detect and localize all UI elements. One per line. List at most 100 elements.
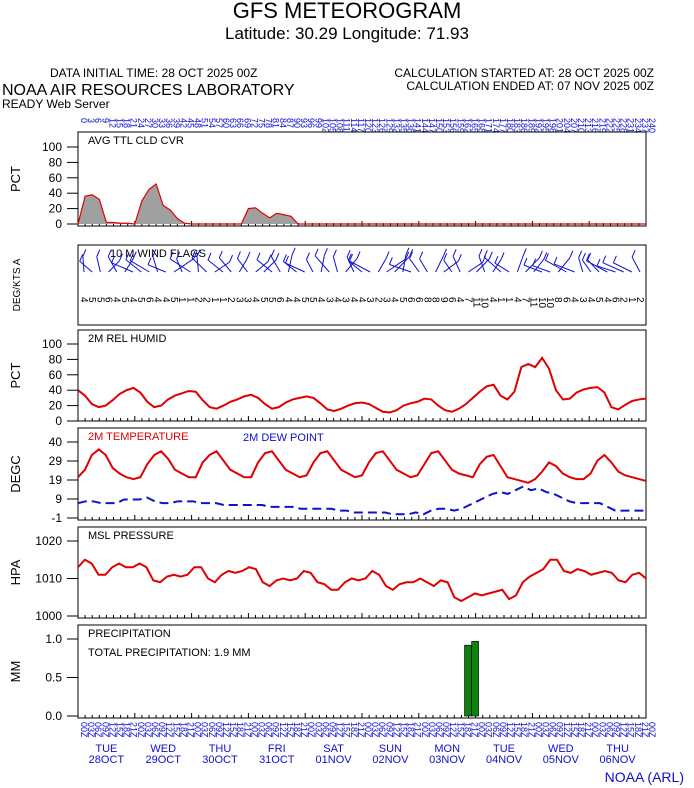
day-of-week-label: WED — [150, 743, 176, 755]
panel-title-dewpoint: 2M DEW POINT — [243, 432, 324, 444]
bottom-hour-label: 12Z — [505, 722, 515, 738]
top-hour-label: 204 — [562, 118, 572, 133]
panel-ylabel: HPA — [8, 559, 23, 585]
bottom-hour-label: 06Z — [548, 722, 558, 738]
wind-speed-label: 3 — [233, 297, 244, 303]
top-hour-label: 159 — [455, 118, 465, 133]
total-precip-label: TOTAL PRECIPITATION: 1.9 MM — [88, 647, 251, 659]
bottom-hour-label: 21Z — [129, 722, 139, 738]
top-hour-label: 108 — [335, 118, 345, 133]
top-hour-label: 156 — [448, 118, 458, 133]
top-hour-label: 66 — [235, 118, 245, 128]
wind-speed-label: 5 — [266, 297, 277, 303]
bottom-hour-label: 09Z — [612, 722, 622, 738]
top-hour-label: 138 — [406, 118, 416, 133]
wind-speed-label: 5 — [135, 297, 146, 303]
top-hour-label: 63 — [228, 118, 238, 128]
bottom-hour-label: 09Z — [555, 722, 565, 738]
wind-barb-flag — [82, 249, 87, 257]
top-hour-label: 231 — [626, 118, 636, 133]
wind-barb-flag — [332, 249, 337, 257]
wind-speed-label: 11 — [528, 297, 539, 308]
top-hour-label: 33 — [157, 118, 167, 128]
wind-barb — [533, 259, 545, 273]
panel-title: 2M TEMPERATURE — [88, 431, 188, 443]
wind-barb-flag — [612, 255, 617, 263]
org-name: NOAA AIR RESOURCES LABORATORY — [2, 82, 295, 99]
panel-ylabel: PCT — [8, 362, 23, 388]
wind-barb-flag — [132, 251, 137, 259]
day-date-label: 03NOV — [429, 754, 466, 766]
bottom-hour-label: 18Z — [122, 722, 132, 738]
panel-ylabel: MM — [8, 661, 23, 683]
bottom-hour-label: 09Z — [157, 722, 167, 738]
top-hour-label: 237 — [640, 118, 650, 133]
day-of-week-label: THU — [606, 743, 629, 755]
bottom-hour-label: 15Z — [455, 722, 465, 738]
wind-barb-flag — [587, 252, 592, 261]
wind-speed-label: 6 — [143, 297, 154, 303]
wind-barb — [478, 255, 486, 273]
wind-barb — [255, 261, 269, 273]
bottom-hour-label: 03Z — [257, 722, 267, 738]
wind-speed-label: 4 — [78, 297, 89, 303]
y-tick-label: 100 — [42, 337, 62, 351]
wind-speed-label: 4 — [511, 297, 522, 303]
top-hour-label: 210 — [576, 118, 586, 133]
top-hour-label: 126 — [377, 118, 387, 133]
top-hour-label: 72 — [249, 118, 259, 128]
bottom-hour-label: 03Z — [200, 722, 210, 738]
wind-barb — [468, 262, 483, 273]
wind-barb-flag — [236, 251, 241, 259]
wind-barb-flag — [581, 252, 586, 261]
wind-barb-flag — [349, 253, 354, 262]
y-tick-label: 0 — [55, 217, 62, 231]
bottom-hour-label: 00Z — [363, 722, 373, 738]
bottom-hour-label: 00Z — [590, 722, 600, 738]
top-hour-label: 141 — [413, 118, 423, 133]
top-hour-label: 45 — [186, 118, 196, 128]
top-hour-label: 150 — [434, 118, 444, 133]
wind-barb — [532, 265, 551, 273]
top-hour-label: 99 — [313, 118, 323, 128]
top-hour-label: 207 — [569, 118, 579, 133]
bottom-hour-label: 00Z — [477, 722, 487, 738]
wind-speed-label: 1 — [184, 297, 195, 303]
wind-barb-flag — [500, 252, 505, 260]
wind-barb-flag — [405, 251, 410, 260]
top-hour-label: 15 — [115, 118, 125, 128]
y-tick-label: 60 — [49, 368, 63, 382]
wind-barb — [452, 256, 461, 273]
wind-speed-label: 1 — [503, 297, 514, 303]
wind-barb-flag — [452, 249, 457, 257]
y-tick-label: 1000 — [35, 609, 62, 623]
wind-barb-flag — [193, 251, 198, 259]
wind-barb — [476, 258, 490, 273]
top-hour-label: 84 — [278, 118, 288, 128]
wind-barb — [332, 256, 338, 273]
y-tick-label: 40 — [49, 383, 63, 397]
wind-barb-flag — [443, 248, 447, 257]
top-hour-label: 51 — [200, 118, 210, 128]
wind-barb-flag — [291, 247, 296, 256]
footer-credit: NOAA (ARL) — [604, 769, 684, 785]
top-hour-label: 132 — [391, 118, 401, 133]
bottom-hour-label: 09Z — [498, 722, 508, 738]
bottom-hour-label: 09Z — [271, 722, 281, 738]
wind-barb-flag — [267, 254, 272, 262]
wind-speed-label: 9 — [438, 297, 449, 303]
day-of-week-label: TUE — [95, 743, 117, 755]
wind-barb-flag — [488, 251, 493, 260]
wind-speed-label: 3 — [242, 297, 253, 303]
wind-barb — [79, 260, 93, 273]
wind-barb — [553, 263, 575, 273]
day-date-label: 29OCT — [145, 754, 181, 766]
day-of-week-label: SAT — [323, 743, 344, 755]
wind-barb — [394, 255, 411, 273]
wind-speed-label: 3 — [364, 297, 375, 303]
bottom-hour-label: 06Z — [207, 722, 217, 738]
top-hour-label: 228 — [619, 118, 629, 133]
wind-barb-flag — [107, 249, 112, 257]
day-date-label: 31OCT — [259, 754, 295, 766]
bottom-hour-label: 18Z — [292, 722, 302, 738]
